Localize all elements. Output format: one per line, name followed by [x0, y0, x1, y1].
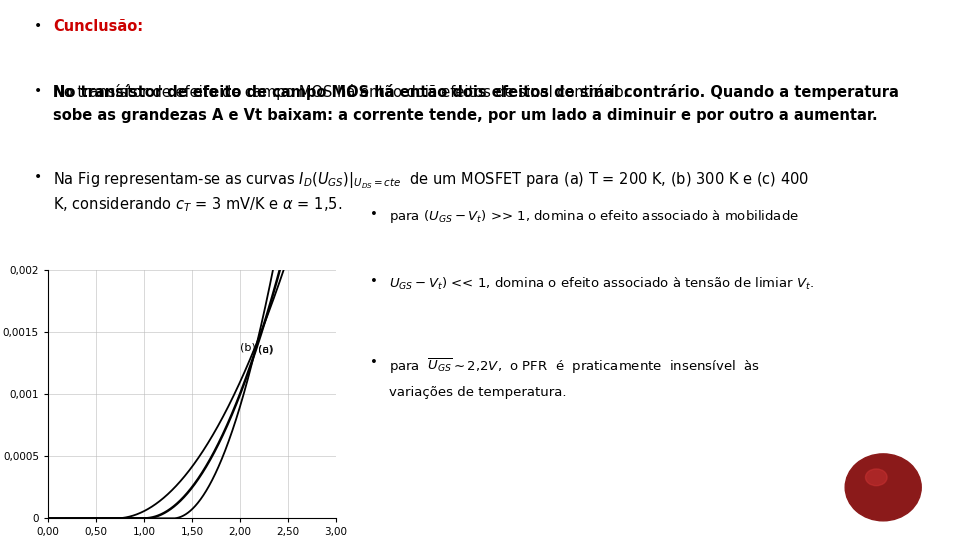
Text: Cunclusão:: Cunclusão: [53, 19, 143, 34]
Text: •: • [370, 275, 377, 288]
Text: (a): (a) [258, 344, 274, 354]
Text: Na Fig representam-se as curvas $I_D(U_{GS})|_{U_{DS}=cte}$  de um MOSFET para (: Na Fig representam-se as curvas $I_D(U_{… [53, 170, 809, 191]
Text: variações de temperatura.: variações de temperatura. [389, 386, 566, 399]
Text: $U_{GS} - V_t)$ << 1, domina o efeito associado à tensão de limiar $V_t$.: $U_{GS} - V_t)$ << 1, domina o efeito as… [389, 275, 814, 292]
Text: (b): (b) [240, 343, 255, 353]
Ellipse shape [866, 469, 887, 485]
X-axis label: $U_{DS}$(V): $U_{DS}$(V) [173, 539, 211, 540]
Text: •: • [34, 84, 42, 98]
Text: No transístor de efeito de campo MOS há então dois efeitos de sinal contrário.: No transístor de efeito de campo MOS há … [53, 84, 633, 100]
Text: •: • [370, 208, 377, 221]
Text: (c): (c) [258, 345, 273, 354]
Text: para  $\overline{U_{GS}} \sim 2{,}2V$,  o PFR  é  praticamente  insensível  às: para $\overline{U_{GS}} \sim 2{,}2V$, o … [389, 356, 759, 376]
Text: sobe as grandezas A e Vt baixam: a corrente tende, por um lado a diminuir e por : sobe as grandezas A e Vt baixam: a corre… [53, 108, 877, 123]
Text: •: • [34, 19, 42, 33]
Text: •: • [370, 356, 377, 369]
Text: •: • [34, 170, 42, 184]
Text: No transístor de efeito de campo MOS há então dois efeitos de sinal contrário. Q: No transístor de efeito de campo MOS há … [53, 84, 899, 100]
Text: para $(U_{GS} - V_t)$ >> 1, domina o efeito associado à mobilidade: para $(U_{GS} - V_t)$ >> 1, domina o efe… [389, 208, 799, 225]
Ellipse shape [845, 454, 922, 521]
Text: K, considerando $c_T$ = 3 mV/K e $\alpha$ = 1,5.: K, considerando $c_T$ = 3 mV/K e $\alpha… [53, 195, 342, 214]
